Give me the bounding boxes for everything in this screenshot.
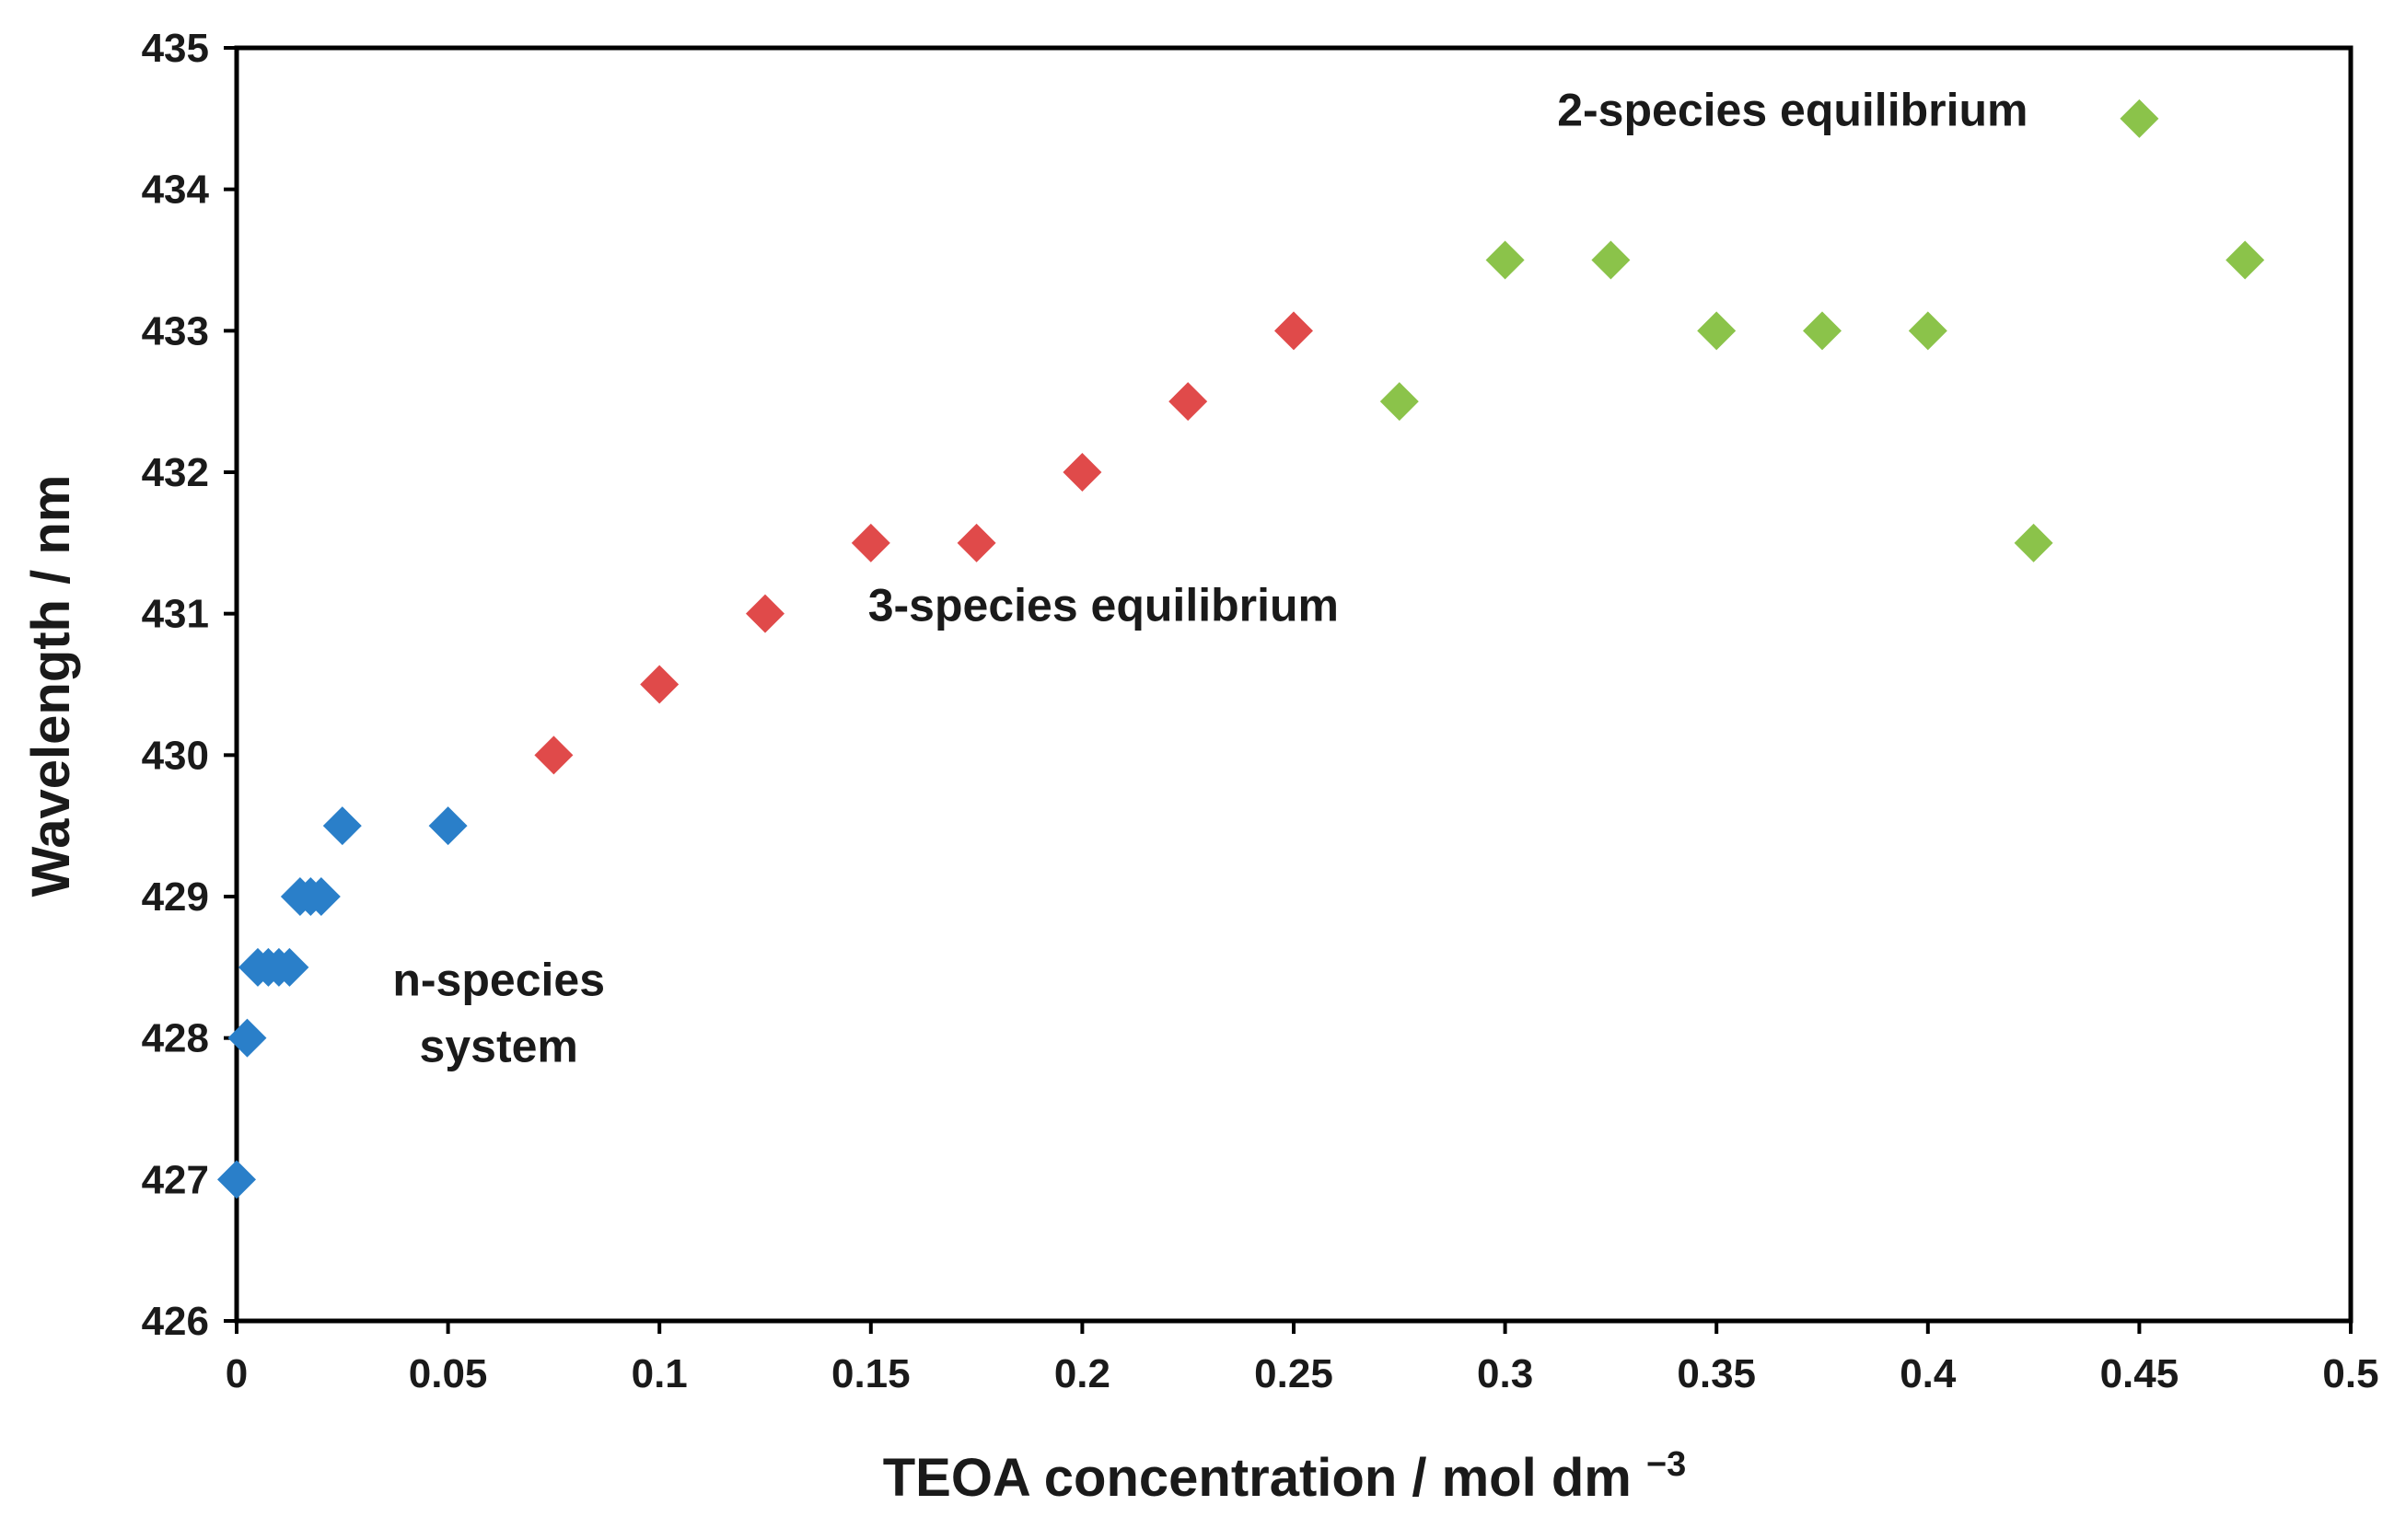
y-tick-label: 430 [142, 733, 209, 778]
y-tick-label: 431 [142, 592, 209, 637]
plot-border [234, 45, 2353, 1324]
x-tick-label: 0.25 [1254, 1351, 1333, 1396]
annotation-label: 3-species equilibrium [868, 579, 1339, 631]
x-axis-title-superscript: −3 [1646, 1445, 1686, 1484]
data-point [1803, 311, 1842, 351]
y-tick-label: 426 [142, 1299, 209, 1344]
annotations: n-species system 3-species equilibrium 2-sp… [392, 85, 2028, 1072]
data-point [2225, 240, 2265, 280]
data-point [534, 735, 574, 775]
data-point [322, 806, 362, 846]
data-points [217, 98, 2265, 1199]
data-point [1168, 382, 1208, 422]
data-point [217, 1160, 256, 1199]
data-point [270, 947, 309, 987]
data-point [428, 806, 468, 846]
x-axis-title: TEOA concentration / mol dm −3 [883, 1445, 1687, 1508]
annotation-line: n-species [392, 955, 605, 1006]
x-tick-label: 0.2 [1054, 1351, 1110, 1396]
annotation-label: n-species system [392, 955, 605, 1072]
x-tick-label: 0.45 [2100, 1351, 2179, 1396]
x-tick-label: 0.5 [2322, 1351, 2378, 1396]
x-tick-label: 0.3 [1477, 1351, 1533, 1396]
data-point [746, 594, 784, 633]
data-point [1274, 311, 1313, 351]
y-tick-label: 435 [142, 26, 209, 71]
data-point [1063, 453, 1102, 492]
y-tick-label: 428 [142, 1016, 209, 1061]
y-tick-label: 427 [142, 1157, 209, 1202]
x-tick-label: 0 [226, 1351, 248, 1396]
y-tick-label: 434 [142, 168, 210, 213]
y-tick-label: 432 [142, 450, 209, 495]
data-point [2014, 523, 2053, 562]
data-point [301, 877, 341, 916]
data-point [1379, 382, 1419, 422]
plot-frame [234, 45, 2353, 1324]
annotation-label: 2-species equilibrium [1557, 85, 2028, 136]
x-axis-title-text: TEOA concentration / mol dm [883, 1448, 1632, 1508]
data-point [1485, 240, 1525, 280]
x-tick-label: 0.4 [1900, 1351, 1957, 1396]
x-tick-label: 0.05 [409, 1351, 488, 1396]
data-point [1591, 240, 1631, 280]
x-tick-label: 0.15 [831, 1351, 911, 1396]
data-point [851, 523, 890, 562]
data-point [640, 665, 680, 704]
y-axis-title: Wavelength / nm [21, 475, 81, 897]
y-tick-label: 433 [142, 308, 209, 353]
data-point [1908, 311, 1947, 351]
annotation-line: 3-species equilibrium [868, 579, 1339, 631]
data-point [957, 523, 996, 562]
annotation-line: 2-species equilibrium [1557, 85, 2028, 136]
data-point [2120, 98, 2159, 138]
x-tick-label: 0.1 [632, 1351, 688, 1396]
x-axis: 0 0.05 0.1 0.15 0.2 0.25 0.3 0.35 0.4 0.45 0.5 [226, 1321, 2379, 1396]
data-point [227, 1018, 267, 1058]
data-point [1697, 311, 1737, 351]
x-tick-label: 0.35 [1677, 1351, 1756, 1396]
annotation-line: system [420, 1021, 578, 1072]
y-tick-label: 429 [142, 874, 209, 920]
y-axis: 426 427 428 429 430 431 432 433 434 435 [142, 26, 237, 1344]
